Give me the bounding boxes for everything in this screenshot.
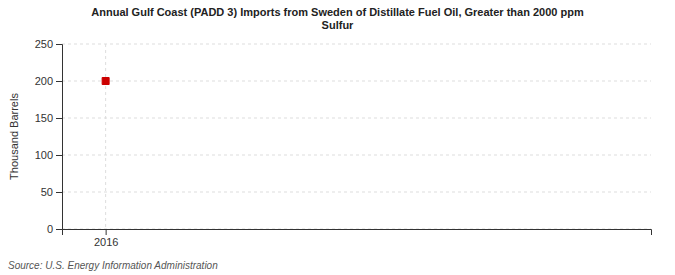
x-tick: 2016 [94, 229, 118, 248]
y-tick-mark [56, 229, 62, 230]
y-grid-line [62, 192, 651, 193]
y-tick-mark [56, 118, 62, 119]
y-tick: 0 [47, 223, 62, 235]
grid [62, 44, 651, 229]
y-grid-line [62, 81, 651, 82]
y-grid-line [62, 118, 651, 119]
source: Source: U.S. Energy Information Administ… [8, 260, 218, 271]
y-grid-line [62, 44, 651, 45]
title: Annual Gulf Coast (PADD 3) Imports from … [91, 6, 584, 31]
y-tick: 200 [35, 75, 62, 87]
x-tick-mark [106, 229, 107, 235]
x-tick-label: 2016 [94, 236, 118, 248]
chart: Annual Gulf Coast (PADD 3) Imports from … [0, 0, 675, 275]
title-line: Annual Gulf Coast (PADD 3) Imports from … [91, 6, 584, 18]
y-tick-mark [56, 192, 62, 193]
x-grid-line [105, 44, 106, 229]
y-tick-label: 50 [41, 186, 53, 198]
y-axis: 0 50 100 150 200 250 [35, 38, 63, 235]
y-tick: 250 [35, 38, 62, 50]
title-line: Sulfur [322, 19, 354, 31]
y-grid-line [62, 155, 651, 156]
y-tick-label: 100 [35, 149, 53, 161]
y-tick-mark [56, 44, 62, 45]
y-axis-title: Thousand Barrels [8, 93, 20, 180]
x-axis-line [63, 230, 652, 236]
y-tick: 150 [35, 112, 62, 124]
y-tick-label: 250 [35, 38, 53, 50]
y-tick-mark [56, 155, 62, 156]
y-tick: 100 [35, 149, 62, 161]
y-tick-mark [56, 81, 62, 82]
y-tick: 50 [41, 186, 62, 198]
y-tick-label: 150 [35, 112, 53, 124]
plot: 2016 0 50 100 150 200 250 Thousand Barrels [8, 38, 652, 248]
point [102, 78, 109, 85]
y-tick-label: 200 [35, 75, 53, 87]
x-axis: 2016 [63, 229, 652, 248]
y-axis-line [56, 45, 63, 230]
y-tick-label: 0 [47, 223, 53, 235]
marks [102, 78, 109, 85]
